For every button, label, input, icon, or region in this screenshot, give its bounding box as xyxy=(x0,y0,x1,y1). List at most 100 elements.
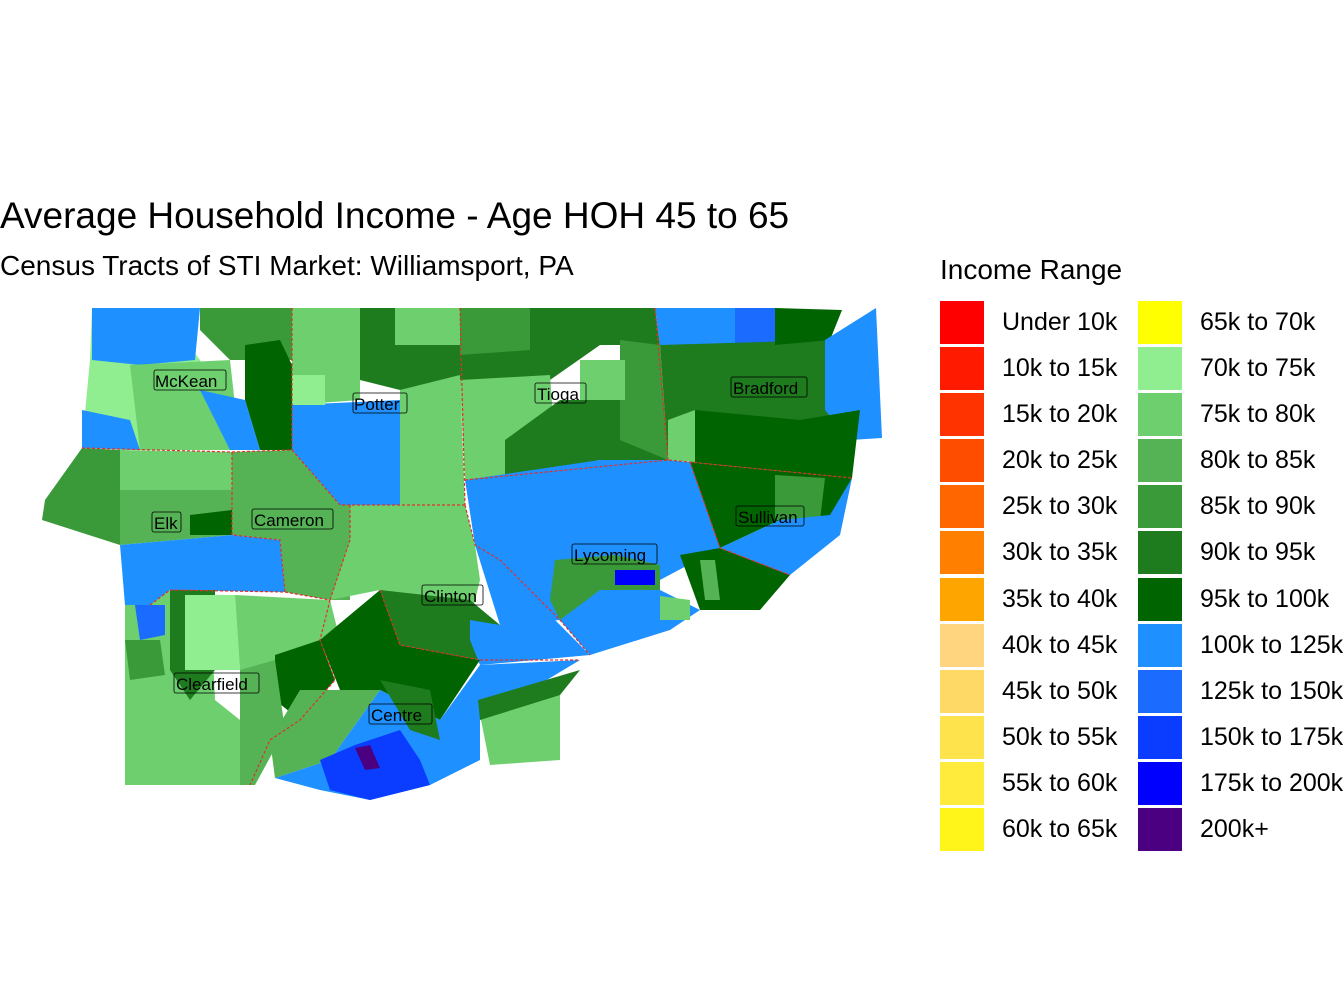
border-tioga-lycoming xyxy=(464,459,853,481)
tract-mckean-north xyxy=(92,308,200,365)
legend-swatch xyxy=(940,301,984,344)
tract-tioga-lightbox xyxy=(580,360,625,400)
svg-text:Tioga: Tioga xyxy=(537,385,579,404)
tract-lycoming-light xyxy=(660,596,690,620)
map-subtitle: Census Tracts of STI Market: Williamspor… xyxy=(0,250,574,281)
legend-label: 15k to 20k xyxy=(1002,400,1118,429)
county-label-elk: Elk xyxy=(151,511,182,533)
legend-item: 30k to 35k xyxy=(940,530,1160,576)
tract-centre-dkband xyxy=(478,670,580,720)
legend-swatch xyxy=(940,347,984,391)
border-tioga-bradford xyxy=(654,307,669,461)
tract-clearfield-light xyxy=(185,595,240,670)
tract-elk-dark xyxy=(190,510,232,535)
tract-clearfield-east xyxy=(275,640,335,720)
tract-lycoming-light2 xyxy=(700,560,720,600)
legend-item: 50k to 55k xyxy=(940,715,1160,761)
legend-label: 50k to 55k xyxy=(1002,722,1118,751)
legend-label: 75k to 80k xyxy=(1200,400,1316,429)
map-title: Average Household Income - Age HOH 45 to… xyxy=(0,195,790,236)
legend-column-1: Under 10k 10k to 15k 15k to 20k 20k to 25k 2… xyxy=(940,300,1160,853)
border-clearfield-centre xyxy=(249,599,336,786)
legend-title: Income Range xyxy=(940,254,1123,285)
tract-lycoming-west xyxy=(470,620,590,665)
tract-mckean-east xyxy=(245,340,292,450)
tract-bradford-ne xyxy=(775,308,842,345)
legend-item: 10k to 15k xyxy=(940,346,1160,392)
svg-text:Sullivan: Sullivan xyxy=(738,508,798,527)
tract-bradford-north xyxy=(655,308,740,345)
county-label-potter: Potter xyxy=(352,392,408,414)
county-label-lycoming: Lycoming xyxy=(571,543,658,565)
county-borders xyxy=(81,307,853,786)
tract-lycoming-hi xyxy=(615,570,655,585)
legend-item: 45k to 50k xyxy=(940,669,1160,715)
legend-swatch xyxy=(940,715,984,759)
legend-swatch xyxy=(940,669,984,713)
tract-bradford-main xyxy=(660,340,830,460)
legend-label: 25k to 30k xyxy=(1002,492,1118,521)
legend-swatch xyxy=(940,393,984,437)
county-labels: McKean Potter Tioga Bradford Elk Cameron… xyxy=(151,369,808,725)
county-label-clearfield: Clearfield xyxy=(173,672,260,694)
legend-item: 65k to 70k xyxy=(1138,300,1344,346)
county-label-clinton: Clinton xyxy=(421,584,484,606)
legend-label: 60k to 65k xyxy=(1002,815,1118,844)
legend-swatch xyxy=(1138,485,1182,529)
legend-item: Under 10k xyxy=(940,300,1160,346)
legend-item: 100k to 125k xyxy=(1138,623,1344,669)
legend-label: 150k to 175k xyxy=(1200,722,1344,751)
tract-elk-west xyxy=(42,448,120,545)
legend-swatch xyxy=(1138,347,1182,391)
border-potter-tioga xyxy=(459,307,466,506)
legend-swatch xyxy=(1138,808,1182,852)
legend-swatch xyxy=(940,577,984,621)
legend-label: 35k to 40k xyxy=(1002,584,1118,613)
tract-clearfield-blue xyxy=(135,605,165,640)
legend-item: 95k to 100k xyxy=(1138,577,1344,623)
tract-centre-north xyxy=(320,590,480,720)
legend-item: 55k to 60k xyxy=(940,761,1160,807)
svg-text:Lycoming: Lycoming xyxy=(574,546,646,565)
legend-item: 70k to 75k xyxy=(1138,346,1344,392)
tract-bradford-east xyxy=(825,308,882,440)
legend-item: 90k to 95k xyxy=(1138,530,1344,576)
legend-label: 125k to 150k xyxy=(1200,676,1344,705)
legend-swatch xyxy=(1138,669,1182,713)
legend-swatch xyxy=(940,531,984,575)
svg-text:Clearfield: Clearfield xyxy=(176,675,248,694)
county-label-tioga: Tioga xyxy=(534,382,587,404)
legend-label: 30k to 35k xyxy=(1002,538,1118,567)
legend-swatch xyxy=(1138,439,1182,483)
legend-item: 125k to 150k xyxy=(1138,669,1344,715)
legend-label: 70k to 75k xyxy=(1200,354,1316,383)
tract-clearfield-se xyxy=(240,660,285,785)
legend-swatch xyxy=(940,623,984,667)
tract-clearfield-mid xyxy=(125,640,165,680)
tract-centre-west xyxy=(270,690,380,778)
border-lycoming-sullivan xyxy=(689,461,791,576)
svg-text:Bradford: Bradford xyxy=(733,379,798,398)
tract-tioga-east xyxy=(620,340,668,460)
border-clearfield-north xyxy=(149,589,331,606)
tract-lycoming-main xyxy=(465,460,720,625)
legend-swatch xyxy=(940,808,984,852)
tract-mckean-sw xyxy=(82,410,140,450)
legend-label: 175k to 200k xyxy=(1200,768,1344,797)
border-clinton-lycoming xyxy=(464,504,591,656)
county-label-cameron: Cameron xyxy=(251,508,334,530)
svg-text:Potter: Potter xyxy=(354,395,400,414)
legend-label: 40k to 45k xyxy=(1002,630,1118,659)
tract-tioga-west xyxy=(460,375,555,480)
legend-item: 75k to 80k xyxy=(1138,392,1344,438)
legend-swatch xyxy=(1138,531,1182,575)
legend-swatch xyxy=(1138,577,1182,621)
legend-swatch xyxy=(940,439,984,483)
legend-item: 200k+ xyxy=(1138,807,1344,853)
tract-elk-southband xyxy=(120,535,285,605)
legend-label: 85k to 90k xyxy=(1200,492,1316,521)
county-label-centre: Centre xyxy=(368,703,433,725)
legend-swatch xyxy=(1138,761,1182,805)
tract-bradford-hi xyxy=(735,308,775,345)
tract-potter-ne xyxy=(395,308,460,345)
